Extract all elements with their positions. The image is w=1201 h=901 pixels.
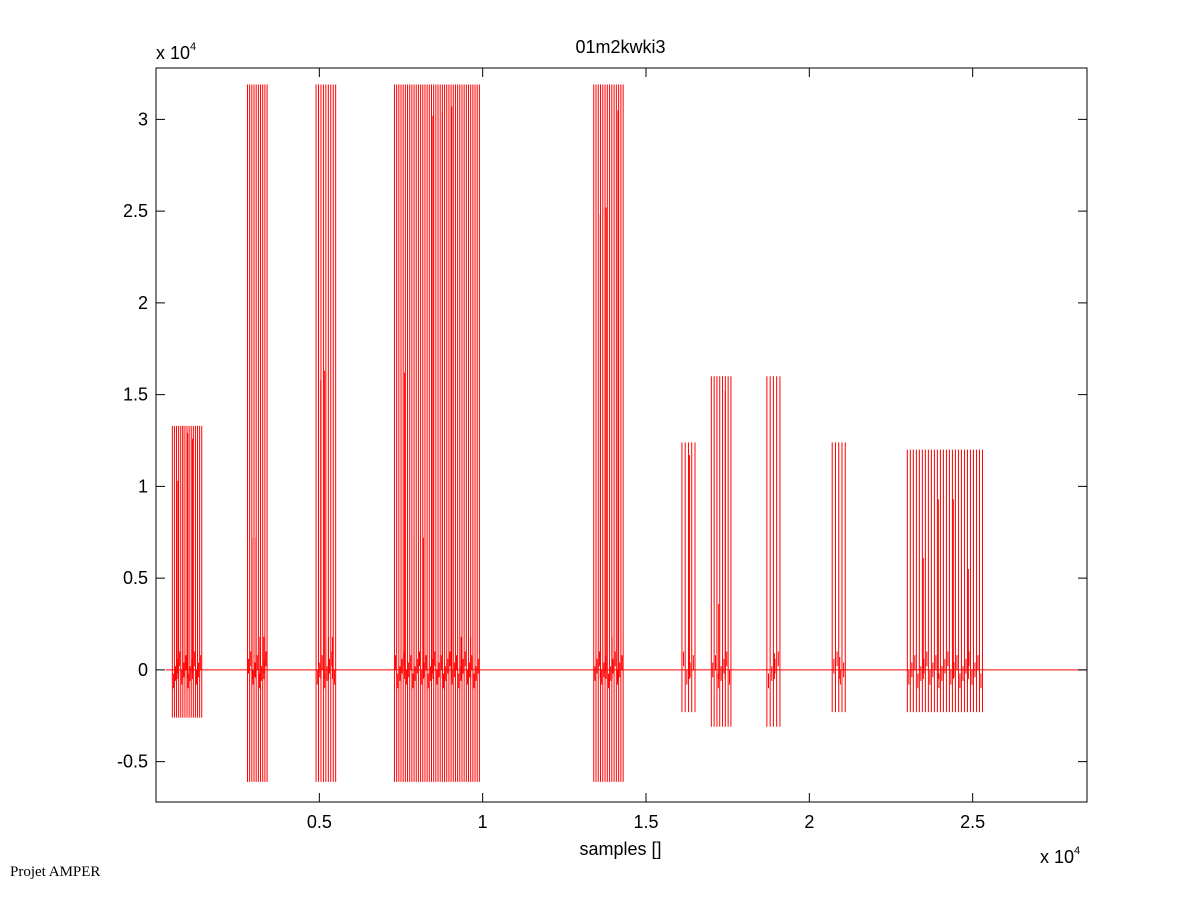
y-tick-label: 0 [138,660,148,680]
y-tick-label: 0.5 [123,568,148,588]
y-axis-multiplier-base: x 10 [156,43,190,63]
y-tick-label: 3 [138,109,148,129]
x-tick-label: 1.5 [633,812,658,832]
x-tick-label: 2.5 [960,812,985,832]
x-axis-multiplier: x 104 [1040,845,1080,867]
footer-credit: Projet AMPER [10,864,101,880]
y-axis-multiplier-exponent: 4 [190,41,196,53]
y-tick-label: 1.5 [123,385,148,405]
y-tick-label: 2.5 [123,201,148,221]
chart-title: 01m2kwki3 [575,37,665,57]
axis-ticks: 0.5 1 1.5 2 2.5 -0.5 0 0.5 1 1.5 2 2.5 3 [117,68,1087,832]
axes-frame [155,67,1088,803]
y-axis-multiplier: x 104 [156,41,196,63]
x-axis-label: samples [] [579,839,661,859]
x-tick-label: 0.5 [307,812,332,832]
y-tick-label: 2 [138,293,148,313]
x-axis-multiplier-exponent: 4 [1074,845,1080,857]
y-tick-label: 1 [138,476,148,496]
x-tick-label: 2 [804,812,814,832]
y-tick-label: -0.5 [117,752,148,772]
x-axis-multiplier-base: x 10 [1040,847,1074,867]
x-tick-label: 1 [478,812,488,832]
signal-series [165,84,1087,782]
